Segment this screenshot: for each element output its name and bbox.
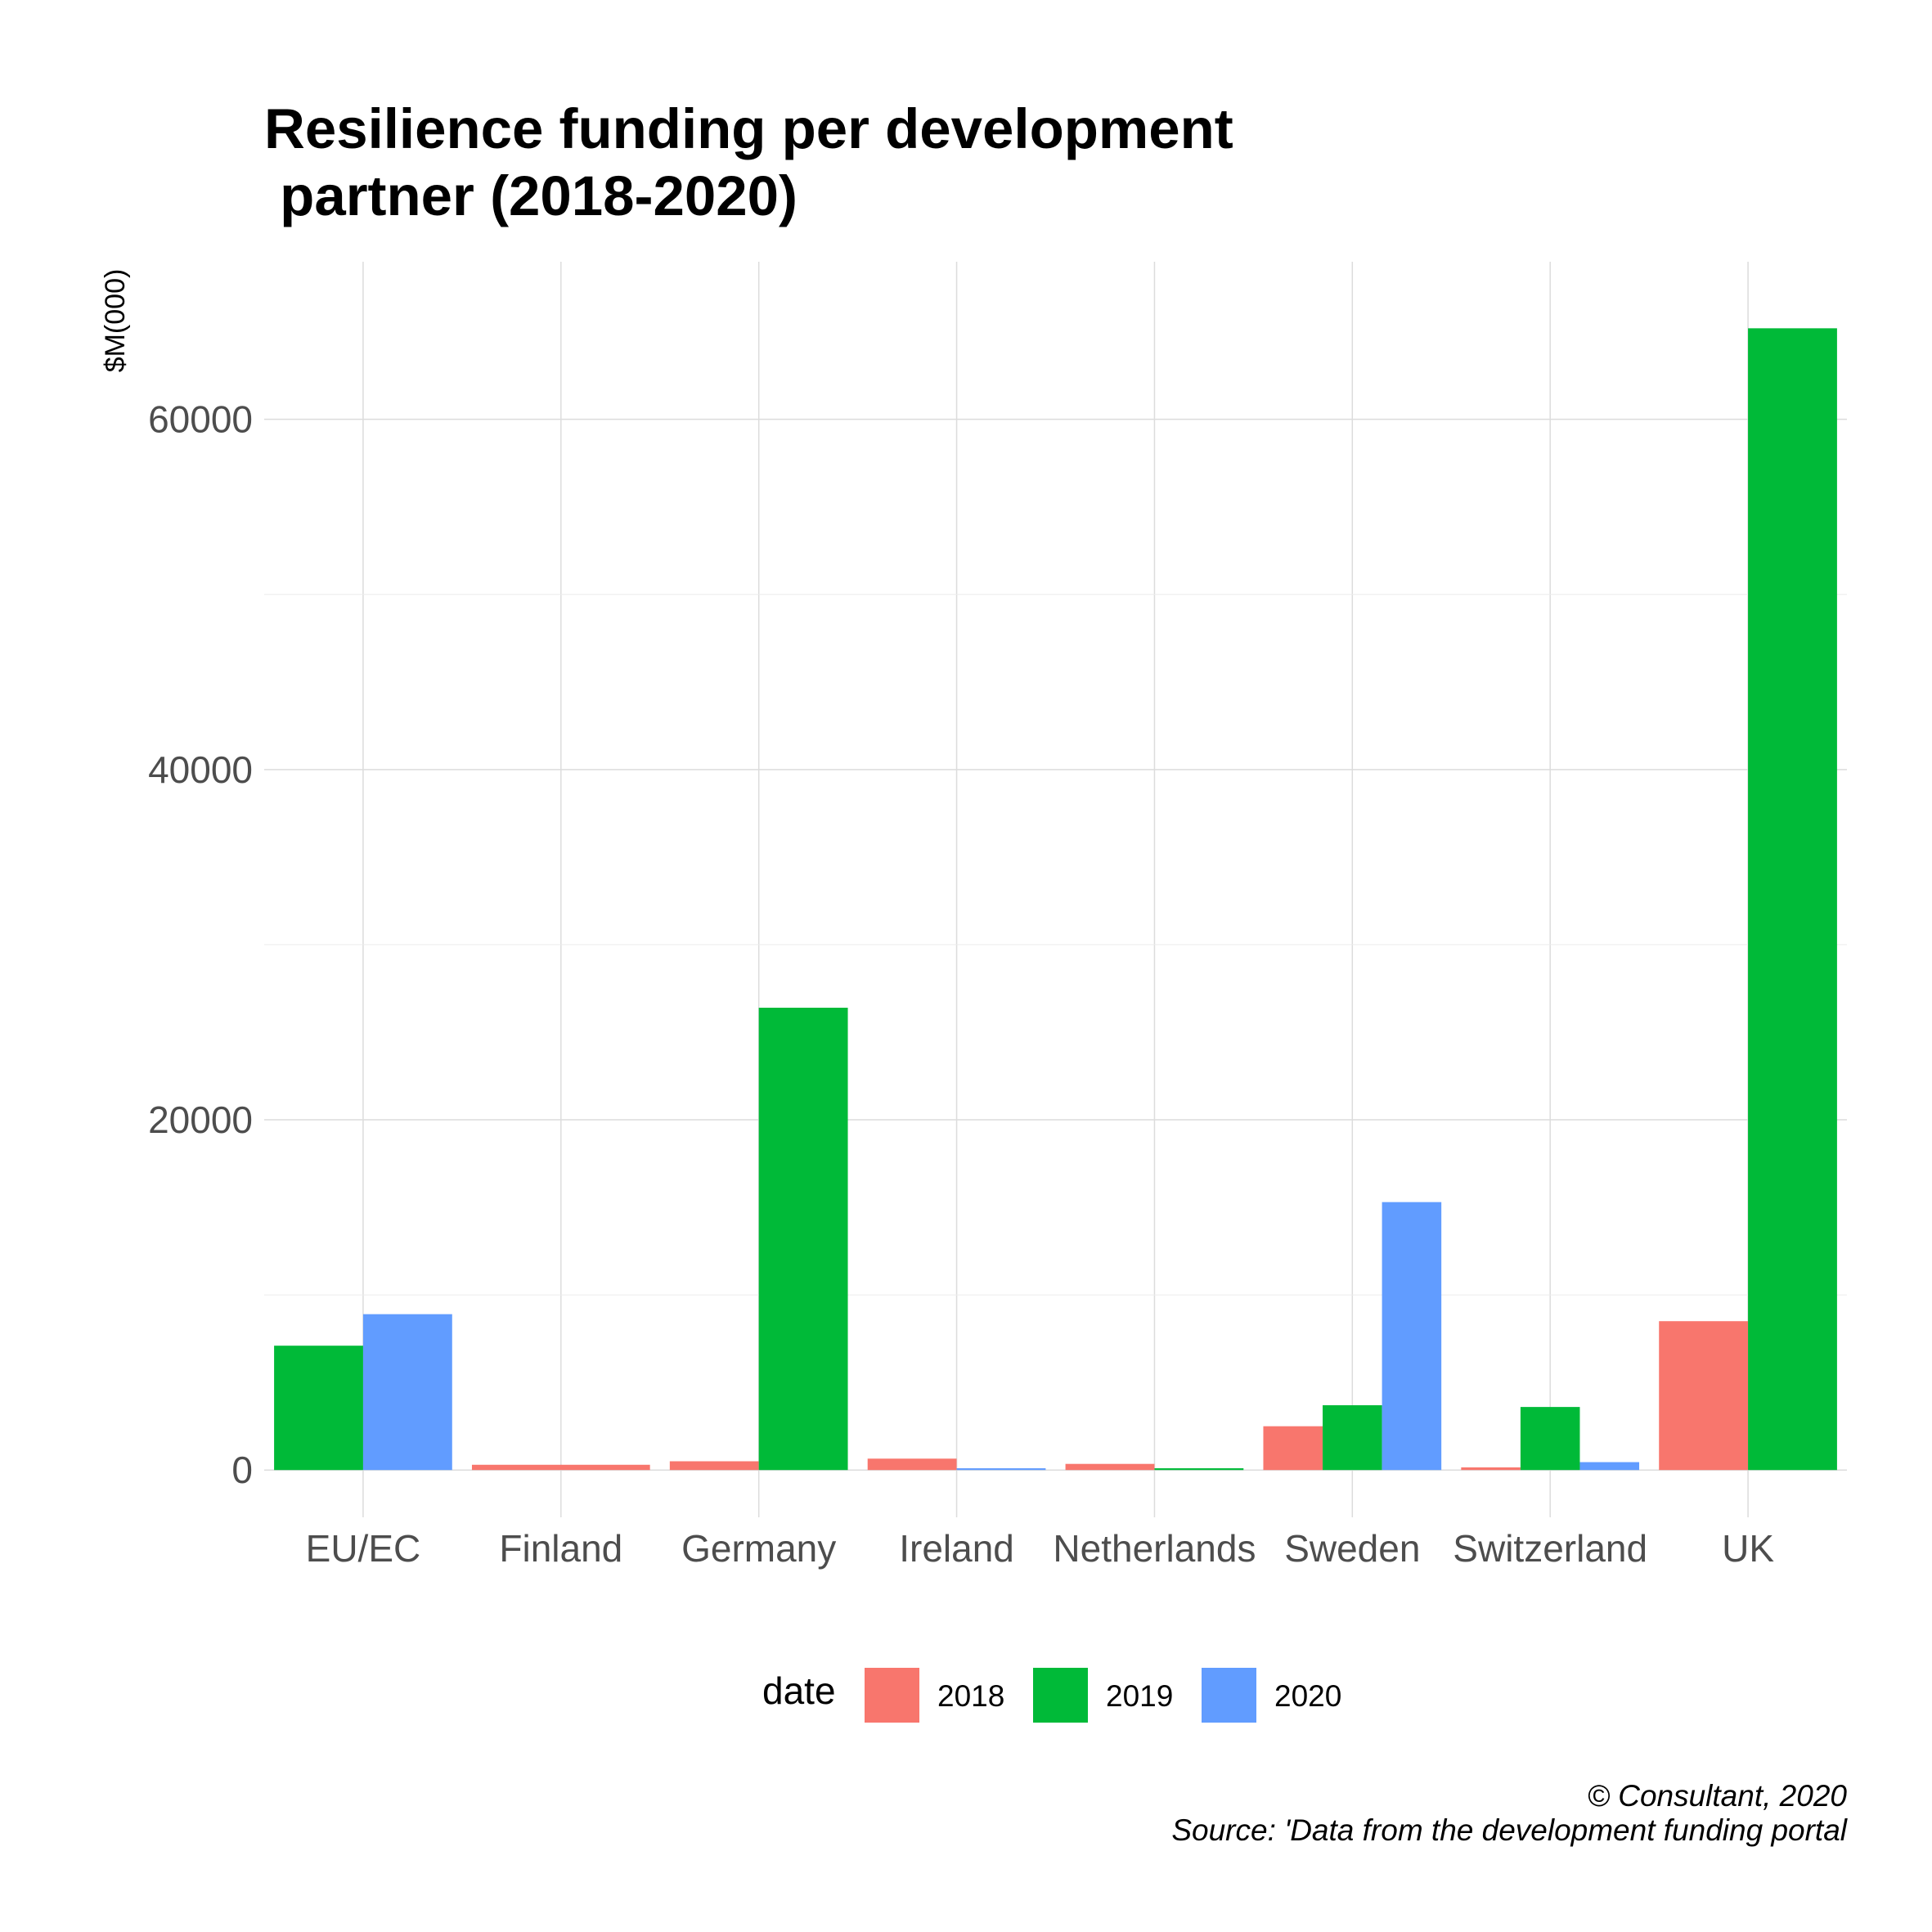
bar-germany-2018 (669, 1461, 759, 1471)
x-tick-label: Finland (499, 1527, 622, 1570)
bar-sweden-2019 (1323, 1404, 1382, 1471)
bar-sweden-2020 (1382, 1202, 1442, 1471)
bar-eu-ec-2019 (274, 1346, 363, 1471)
bar-switzerland-2018 (1461, 1467, 1521, 1471)
y-tick-label: 0 (231, 1449, 253, 1491)
y-axis-label: $M(000) (100, 269, 131, 373)
legend-label-2019: 2019 (1106, 1679, 1173, 1713)
x-tick-label: UK (1722, 1527, 1774, 1570)
bar-finland-2018 (471, 1464, 650, 1471)
y-tick-label: 40000 (148, 748, 253, 791)
chart-title-line-2: partner (2018-2020) (264, 164, 798, 227)
bar-switzerland-2020 (1579, 1462, 1640, 1471)
legend-swatch-2018 (865, 1668, 919, 1723)
y-tick-label: 60000 (148, 398, 253, 441)
grid-minor (264, 594, 1847, 1296)
grid-major (264, 262, 1847, 1517)
bar-switzerland-2019 (1520, 1407, 1580, 1471)
legend-label-2018: 2018 (937, 1679, 1004, 1713)
y-tick-labels: 0 20000 40000 60000 (148, 398, 253, 1492)
bar-netherlands-2018 (1065, 1463, 1155, 1471)
bar-uk-2018 (1659, 1321, 1749, 1471)
x-tick-labels: EU/EC Finland Germany Ireland Netherlands Swe… (306, 1527, 1775, 1570)
x-tick-label: Netherlands (1053, 1527, 1256, 1570)
legend-swatch-2020 (1202, 1668, 1256, 1723)
caption-source: Source: 'Data from the development fundi… (1171, 1813, 1848, 1847)
bar-ireland-2020 (956, 1468, 1046, 1471)
caption-copyright: © Consultant, 2020 (1588, 1779, 1848, 1813)
legend: date 2018 2019 2020 (762, 1668, 1341, 1723)
x-tick-label: Sweden (1284, 1527, 1420, 1570)
legend-swatch-2019 (1033, 1668, 1088, 1723)
x-tick-label: Switzerland (1453, 1527, 1647, 1570)
x-tick-label: Germany (681, 1527, 836, 1570)
bar-ireland-2018 (867, 1458, 957, 1471)
x-tick-label: Ireland (899, 1527, 1014, 1570)
bar-germany-2019 (758, 1008, 848, 1471)
chart-title-line-1: Resilience funding per development (264, 97, 1233, 160)
legend-title: date (762, 1669, 836, 1712)
bar-netherlands-2019 (1154, 1468, 1244, 1471)
y-tick-label: 20000 (148, 1099, 253, 1141)
legend-label-2020: 2020 (1274, 1679, 1341, 1713)
x-tick-label: EU/EC (306, 1527, 421, 1570)
bar-uk-2019 (1748, 328, 1837, 1471)
bar-eu-ec-2020 (362, 1314, 452, 1471)
bars (274, 328, 1837, 1471)
bar-sweden-2018 (1263, 1426, 1323, 1471)
